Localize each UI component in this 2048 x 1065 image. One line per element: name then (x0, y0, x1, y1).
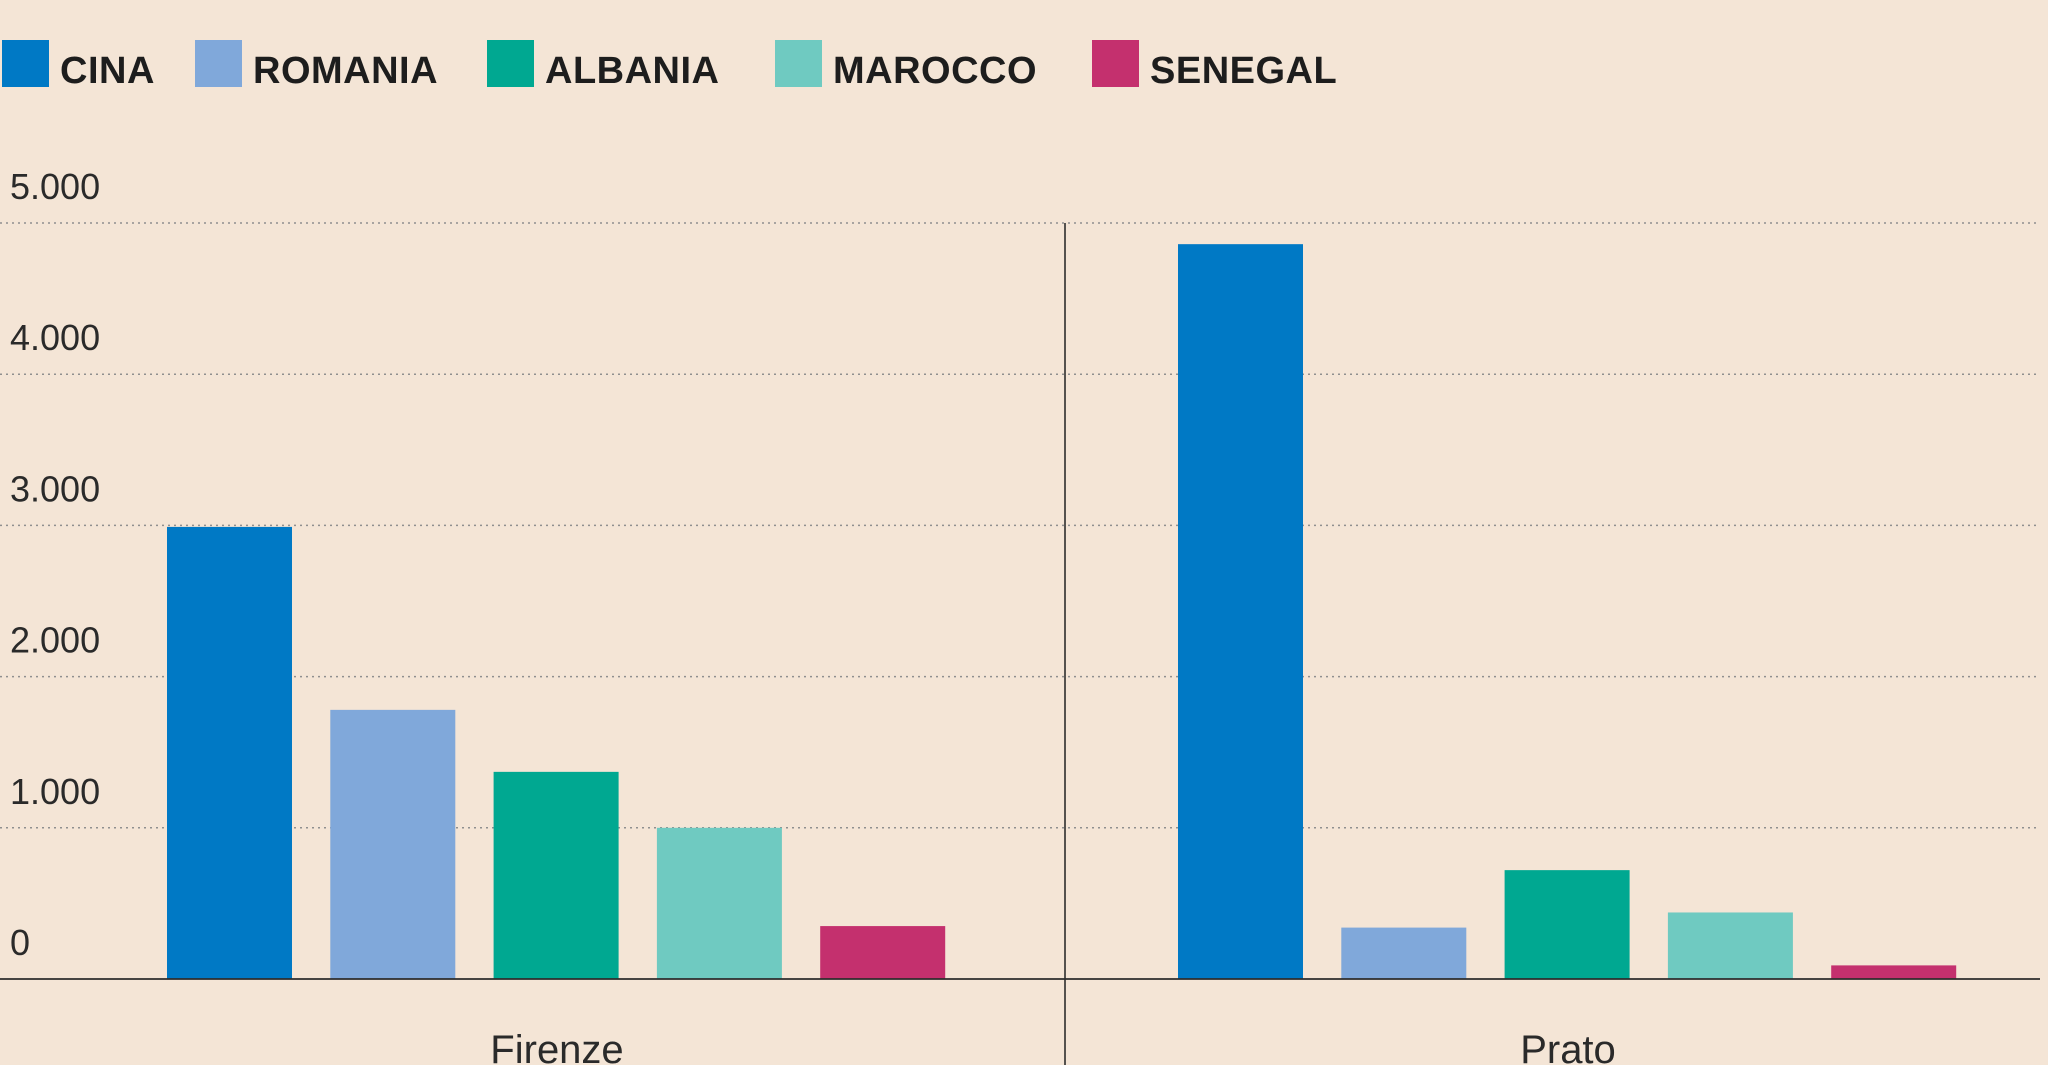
y-tick-label: 4.000 (10, 317, 100, 358)
bar-albania-prato (1504, 870, 1630, 979)
grid-lines (0, 222, 2040, 829)
y-axis-ticks: 0 1.000 2.000 3.000 4.000 5.000 (10, 166, 100, 963)
category-label-firenze: Firenze (490, 1028, 623, 1065)
bar-albania-firenze (493, 771, 619, 979)
bar-cina-prato (1178, 244, 1303, 980)
category-labels: Firenze Prato (490, 1028, 1616, 1065)
legend: CINA ROMANIA ALBANIA MAROCCO SENEGAL (2, 40, 1337, 92)
legend-item-albania: ALBANIA (487, 40, 719, 92)
y-tick-label: 1.000 (10, 771, 100, 812)
bar-romania-firenze (330, 709, 456, 979)
legend-swatch (775, 40, 822, 87)
legend-label: SENEGAL (1150, 50, 1337, 92)
y-tick-label: 2.000 (10, 620, 100, 661)
y-tick-label: 0 (10, 922, 30, 963)
bar-cina-firenze (167, 526, 292, 979)
legend-label: ROMANIA (253, 50, 438, 92)
legend-item-marocco: MAROCCO (775, 40, 1037, 92)
legend-label: CINA (60, 50, 155, 92)
legend-label: MAROCCO (833, 50, 1037, 92)
bar-marocco-prato (1667, 912, 1793, 979)
legend-label: ALBANIA (545, 50, 719, 92)
y-tick-label: 5.000 (10, 166, 100, 207)
category-label-prato: Prato (1520, 1028, 1616, 1065)
legend-item-senegal: SENEGAL (1092, 40, 1337, 92)
legend-swatch (487, 40, 534, 87)
legend-swatch (2, 40, 49, 87)
legend-item-cina: CINA (2, 40, 155, 92)
legend-swatch (195, 40, 242, 87)
legend-item-romania: ROMANIA (195, 40, 438, 92)
bar-senegal-prato (1831, 965, 1957, 979)
bar-senegal-firenze (820, 926, 946, 979)
y-tick-label: 3.000 (10, 468, 100, 509)
legend-swatch (1092, 40, 1139, 87)
bar-romania-prato (1341, 927, 1467, 979)
bar-marocco-firenze (656, 827, 782, 979)
bars (167, 244, 1957, 980)
